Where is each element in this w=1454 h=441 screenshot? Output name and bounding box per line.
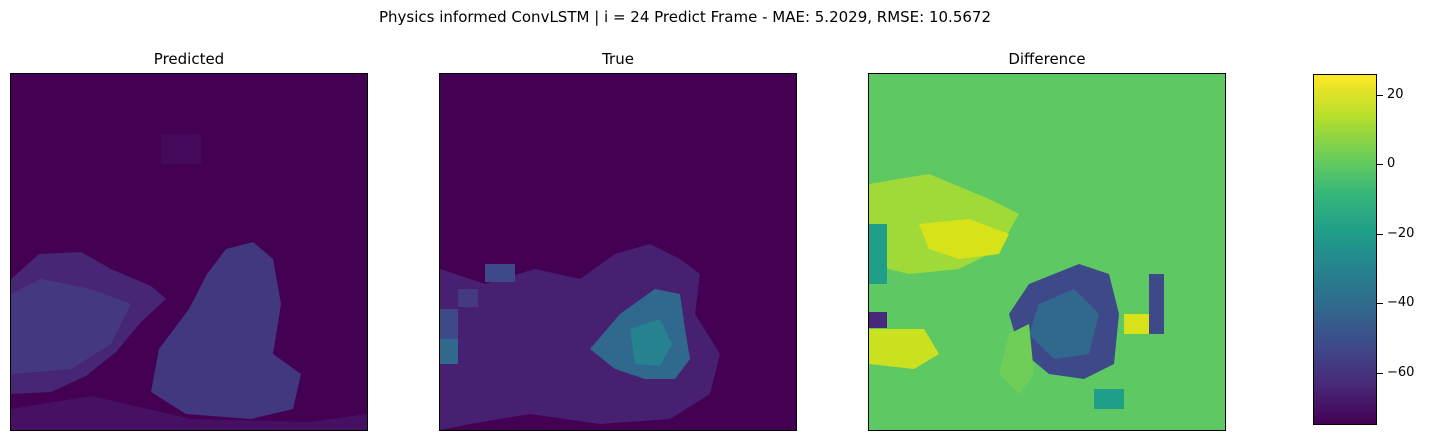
heatmap-cell xyxy=(919,219,1009,259)
heatmap-cell xyxy=(1029,289,1099,359)
heatmap-cell xyxy=(485,264,515,282)
heatmap-cell xyxy=(161,134,201,164)
colorbar-tick xyxy=(1377,303,1383,304)
heatmap-cell xyxy=(458,289,478,307)
colorbar-tick xyxy=(1377,373,1383,374)
colorbar-tick-label: 20 xyxy=(1387,87,1404,102)
heatmap-cell xyxy=(11,279,131,374)
heatmap-cell xyxy=(440,339,458,364)
difference-title: Difference xyxy=(1008,50,1086,68)
heatmap-cell xyxy=(869,329,939,369)
heatmap-cell xyxy=(440,309,458,339)
colorbar xyxy=(1313,74,1377,425)
difference-heatmap xyxy=(868,73,1226,431)
colorbar-tick xyxy=(1377,234,1383,235)
heatmap-cell xyxy=(440,244,720,430)
figure-suptitle: Physics informed ConvLSTM | i = 24 Predi… xyxy=(379,8,991,26)
heatmap-cell xyxy=(1149,274,1164,334)
heatmap-cell xyxy=(151,242,301,419)
predicted-heatmap xyxy=(10,73,368,431)
colorbar-tick xyxy=(1377,95,1383,96)
colorbar-tick-label: −40 xyxy=(1387,295,1415,310)
heatmap-cell xyxy=(11,396,367,430)
colorbar-tick-label: −60 xyxy=(1387,365,1415,380)
heatmap-cell xyxy=(1094,389,1124,409)
colorbar-tick-label: −20 xyxy=(1387,226,1415,241)
heatmap-cell xyxy=(869,312,887,328)
true-heatmap xyxy=(439,73,797,431)
heatmap-cell xyxy=(869,224,887,284)
predicted-title: Predicted xyxy=(153,50,225,68)
true-title: True xyxy=(602,50,634,68)
colorbar-tick xyxy=(1377,164,1383,165)
heatmap-cell xyxy=(1124,314,1154,334)
heatmap-cell xyxy=(999,324,1034,394)
heatmap-cell xyxy=(630,319,672,366)
colorbar-tick-label: 0 xyxy=(1387,156,1396,171)
